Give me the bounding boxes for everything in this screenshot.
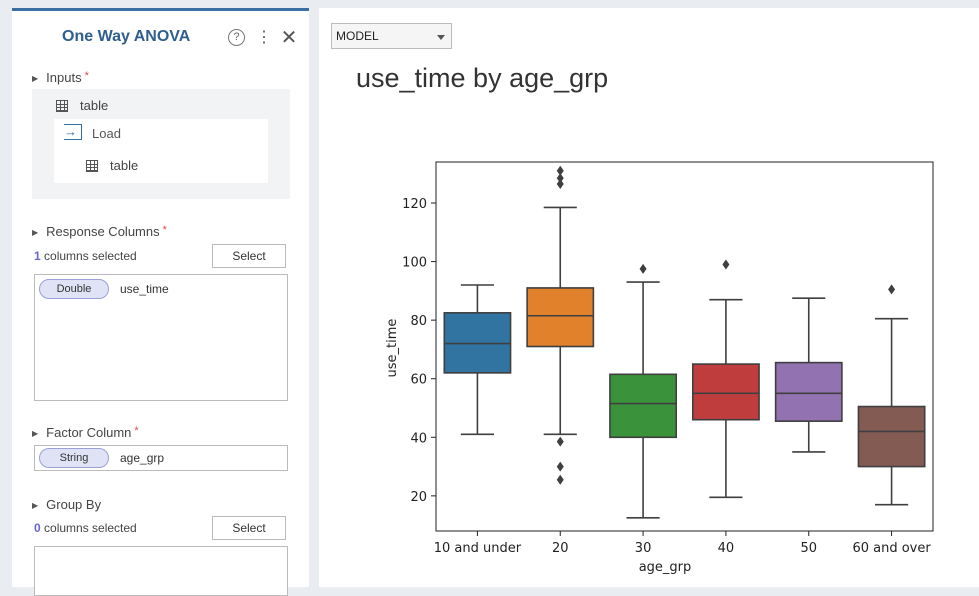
box-group [526,165,595,485]
outlier-point [556,173,564,184]
outlier-point [888,284,896,295]
y-tick-label: 120 [402,197,427,212]
table-icon [86,160,98,172]
x-axis-label: age_grp [639,560,692,575]
group-by-count-suffix: columns selected [40,521,137,535]
group-by-count-number: 0 [34,521,41,535]
required-marker: * [134,425,139,437]
outlier-point [556,474,564,485]
y-tick-label: 20 [410,490,427,505]
more-options-icon[interactable]: ⋮ [256,29,272,46]
caret-right-icon: ▶ [32,501,39,510]
outlier-point [556,165,564,176]
outlier-point [722,259,730,270]
box [857,405,926,468]
top-strip [0,0,979,8]
outlier-point [556,178,564,189]
y-tick-label: 60 [410,373,427,388]
required-marker: * [84,70,89,82]
box [609,373,678,439]
chart-title: use_time by age_grp [356,63,609,93]
y-tick-label: 40 [410,431,427,446]
y-tick-label: 100 [402,256,427,271]
type-pill: Double [39,279,109,299]
group-by-toggle[interactable]: ▶ Group By [32,497,101,512]
inputs-box: table → Load table [32,89,290,199]
model-select[interactable]: MODEL [331,23,452,49]
response-columns-list[interactable]: Double use_time [34,274,288,401]
chevron-down-icon [437,35,445,40]
box-group [774,297,843,453]
box-group [857,284,926,506]
box [526,287,595,348]
response-column-name[interactable]: use_time [120,282,169,296]
boxes [443,165,926,519]
plot-frame [435,161,934,532]
response-columns-toggle[interactable]: ▶ Response Columns * [32,224,167,239]
x-tick-label: 30 [635,541,652,556]
response-count: 1 columns selected [34,249,137,263]
model-select-value: MODEL [336,29,379,43]
x-tick-label: 40 [718,541,735,556]
x-tick-label: 50 [800,541,817,556]
type-pill: String [39,448,109,468]
group-by-count: 0 columns selected [34,521,137,535]
chart-container [336,58,979,587]
response-count-number: 1 [34,249,41,263]
y-tick-label: 80 [410,314,427,329]
box [691,363,760,421]
group-by-select-button[interactable]: Select [212,516,286,540]
result-area: MODEL use_time by age_grp [319,8,979,587]
table-icon [56,100,68,112]
outlier-point [639,263,647,274]
caret-right-icon: ▶ [32,228,39,237]
inputs-label: Inputs [46,70,82,85]
factor-column-name: age_grp [120,451,165,465]
factor-column-field[interactable]: String age_grp [34,445,288,471]
x-tick-label: 20 [552,541,569,556]
required-marker: * [162,224,167,236]
load-label[interactable]: Load [92,126,121,141]
box-group [691,259,760,499]
group-by-label: Group By [46,497,102,512]
factor-column-toggle[interactable]: ▶ Factor Column * [32,425,139,440]
panel-title: One Way ANOVA [62,28,191,45]
x-tick-label: 60 and over [852,541,931,556]
x-axis: 10 and under 20 30 40 50 60 and over [434,531,931,556]
caret-right-icon: ▶ [32,74,39,83]
load-box: → Load table [54,119,268,183]
response-columns-label: Response Columns [46,224,160,239]
outlier-point [556,461,564,472]
y-axis-label: use_time [385,319,400,378]
box [774,361,843,422]
x-tick-label: 10 and under [434,541,522,556]
caret-right-icon: ▶ [32,429,39,438]
close-icon[interactable]: ✕ [280,27,298,49]
box-group [443,284,512,436]
outlier-point [556,436,564,447]
help-icon[interactable]: ? [228,29,245,46]
load-icon: → [64,124,82,140]
factor-column-label: Factor Column [46,425,132,440]
response-count-suffix: columns selected [40,249,137,263]
inputs-section-toggle[interactable]: ▶ Inputs * [32,70,89,85]
y-axis: 20 40 60 80 100 120 [402,197,436,505]
input-table-label[interactable]: table [80,98,109,113]
response-select-button[interactable]: Select [212,244,286,268]
load-table-label[interactable]: table [110,158,139,173]
box-group [609,263,678,519]
